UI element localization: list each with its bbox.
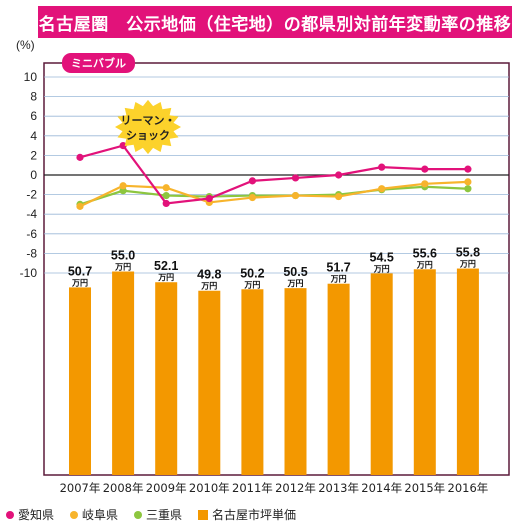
x-tick-label: 2015年	[404, 481, 445, 495]
legend-marker-tsubo-price	[198, 509, 209, 520]
x-tick-label: 2014年	[361, 481, 402, 495]
bar-value-label: 55.0	[111, 249, 135, 263]
data-point-gifu	[464, 178, 472, 186]
y-tick-label: -6	[26, 227, 37, 241]
bar-unit-label: 万円	[330, 275, 347, 284]
series-line-gifu	[79, 180, 468, 208]
data-point-mie	[162, 191, 170, 200]
y-tick-label: -2	[26, 188, 37, 202]
bar-value-label: 50.5	[283, 265, 307, 279]
data-point-aichi	[464, 165, 472, 173]
legend-item-mie: 三重県	[134, 506, 182, 523]
y-tick-label: 0	[30, 168, 37, 182]
data-point-gifu	[119, 182, 127, 190]
x-tick-label: 2016年	[448, 481, 489, 495]
data-point-aichi	[335, 171, 343, 179]
bar-value-label: 50.2	[240, 266, 264, 280]
data-point-aichi	[119, 142, 127, 150]
y-tick-label: 4	[30, 129, 37, 143]
y-tick-label: 8	[30, 90, 37, 104]
y-tick-label: 10	[24, 70, 38, 84]
chart-title: 名古屋圏 公示地価（住宅地）の都県別対前年変動率の推移	[38, 6, 512, 38]
bar	[413, 269, 436, 475]
bar-unit-label: 万円	[71, 278, 88, 287]
lehman-shock-burst	[115, 99, 181, 155]
bar-unit-label: 万円	[416, 260, 433, 269]
x-tick-label: 2008年	[103, 481, 144, 495]
legend-label-gifu: 岐阜県	[82, 508, 119, 522]
y-tick-label: 6	[30, 109, 37, 123]
legend: 愛知県 岐阜県 三重県 名古屋市坪単価	[6, 506, 296, 523]
data-point-gifu	[421, 180, 429, 188]
bar-unit-label: 万円	[373, 264, 390, 273]
bar	[370, 273, 393, 475]
series-line-aichi	[79, 144, 468, 205]
data-point-gifu	[335, 192, 343, 201]
data-point-aichi	[76, 153, 84, 161]
lehman-shock-label-line1: リーマン・	[121, 114, 176, 127]
bar	[112, 271, 135, 475]
bar-value-label: 55.8	[456, 246, 480, 260]
data-point-mie	[464, 185, 472, 193]
bar-unit-label: 万円	[114, 263, 131, 272]
data-point-gifu	[378, 185, 386, 193]
bar-value-label: 52.1	[154, 259, 178, 273]
plot-frame	[43, 62, 510, 476]
y-tick-label: -10	[20, 266, 38, 280]
legend-item-aichi: 愛知県	[6, 506, 54, 523]
legend-item-tsubo-price: 名古屋市坪単価	[198, 506, 296, 523]
bar	[456, 268, 479, 475]
x-tick-label: 2011年	[232, 481, 273, 495]
data-point-aichi	[205, 194, 213, 203]
legend-item-gifu: 岐阜県	[70, 506, 118, 523]
legend-label-mie: 三重県	[146, 508, 183, 522]
bar-unit-label: 万円	[200, 282, 217, 291]
bar-unit-label: 万円	[459, 260, 476, 269]
legend-label-aichi: 愛知県	[18, 508, 55, 522]
bar	[327, 283, 350, 475]
bar-value-label: 50.7	[68, 264, 92, 278]
data-point-gifu	[162, 184, 170, 192]
bar-value-label: 49.8	[197, 268, 221, 282]
lehman-shock-label-line2: ショック	[126, 129, 170, 142]
bar	[69, 287, 91, 475]
data-point-aichi	[421, 165, 429, 173]
bar-value-label: 55.6	[413, 246, 437, 260]
bar	[241, 289, 264, 475]
data-point-aichi	[378, 163, 386, 171]
data-point-gifu	[248, 193, 256, 202]
bar	[155, 282, 178, 475]
legend-marker-aichi	[6, 510, 14, 519]
data-point-aichi	[162, 199, 170, 208]
data-point-aichi	[291, 174, 300, 182]
x-tick-label: 2010年	[189, 481, 230, 495]
bar-value-label: 54.5	[370, 250, 394, 264]
legend-marker-gifu	[70, 510, 79, 519]
legend-label-tsubo-price: 名古屋市坪単価	[212, 508, 297, 522]
y-tick-label: -8	[26, 246, 37, 260]
data-point-gifu	[291, 191, 300, 200]
bar-value-label: 51.7	[326, 261, 350, 275]
x-tick-label: 2007年	[60, 481, 101, 495]
y-axis-unit-label: (%)	[16, 38, 35, 52]
x-tick-label: 2013年	[318, 481, 359, 495]
bar-unit-label: 万円	[243, 280, 260, 289]
mini-bubble-badge: ミニバブル	[62, 53, 135, 73]
bar	[284, 288, 307, 475]
bar-unit-label: 万円	[157, 273, 174, 282]
x-tick-label: 2012年	[275, 481, 316, 495]
x-tick-label: 2009年	[146, 481, 187, 495]
data-point-aichi	[248, 177, 256, 185]
legend-marker-mie	[134, 510, 143, 519]
bar-unit-label: 万円	[287, 279, 304, 288]
bar	[198, 290, 221, 475]
data-point-gifu	[76, 202, 84, 210]
y-tick-label: 2	[30, 148, 37, 162]
y-tick-label: -4	[26, 207, 37, 221]
